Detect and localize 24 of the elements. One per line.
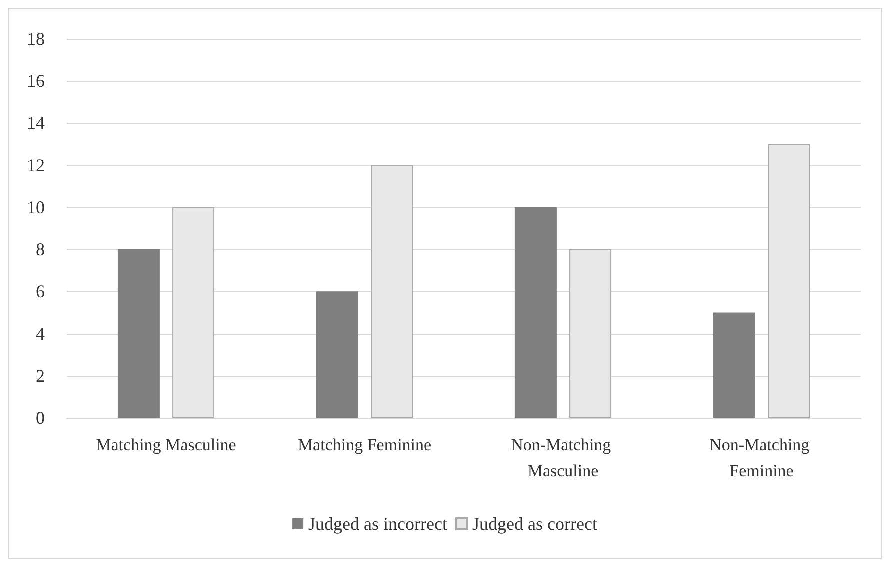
y-tick-label: 0 bbox=[36, 408, 45, 428]
bar bbox=[118, 250, 160, 418]
y-tick-label: 12 bbox=[27, 155, 45, 176]
bar bbox=[316, 292, 358, 418]
y-tick-label: 2 bbox=[36, 366, 45, 386]
x-tick-label: Non-Matching Masculine bbox=[511, 436, 616, 480]
y-tick-label: 6 bbox=[36, 282, 45, 302]
y-tick-label: 8 bbox=[36, 240, 45, 260]
y-tick-label: 14 bbox=[27, 113, 45, 134]
bar bbox=[713, 312, 756, 418]
legend-label: Judged as incorrect bbox=[308, 514, 448, 534]
bar bbox=[570, 250, 612, 418]
y-tick-label: 18 bbox=[27, 29, 45, 49]
bar bbox=[172, 207, 215, 418]
bar bbox=[371, 165, 414, 418]
x-tick-label: Matching Feminine bbox=[298, 436, 432, 454]
bar bbox=[768, 144, 810, 418]
x-tick-label: Non-Matching Feminine bbox=[710, 436, 814, 480]
legend-label: Judged as correct bbox=[472, 514, 598, 534]
x-tick-label: Matching Masculine bbox=[96, 436, 236, 454]
y-tick-label: 4 bbox=[36, 324, 45, 344]
y-tick-label: 10 bbox=[27, 197, 45, 218]
y-tick-label: 16 bbox=[27, 71, 45, 92]
bar bbox=[514, 207, 557, 418]
